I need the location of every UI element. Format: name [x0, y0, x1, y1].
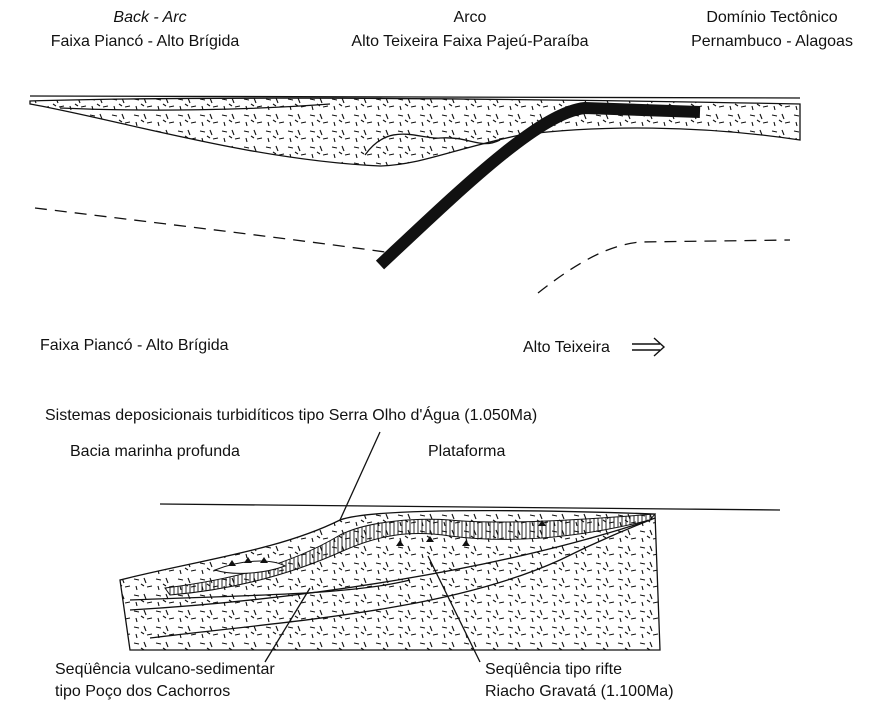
column-heading: Arco — [454, 9, 487, 26]
callout-label: Seqüência vulcano-sedimentar — [55, 661, 275, 678]
column-heading: Faixa Piancó - Alto Brígida — [51, 33, 240, 50]
column-heading: Alto Teixeira Faixa Pajeú-Paraíba — [351, 33, 588, 50]
region-label: Plataforma — [428, 443, 505, 460]
callout-label: Seqüência tipo rifte — [485, 661, 622, 678]
region-label: Alto Teixeira — [523, 339, 610, 356]
column-heading: Pernambuco - Alagoas — [691, 33, 853, 50]
region-label: Bacia marinha profunda — [70, 443, 240, 460]
lower-section — [120, 432, 780, 662]
geology-diagram: Back - Arc Faixa Piancó - Alto Brígida A… — [0, 0, 880, 705]
section-title: Sistemas deposicionais turbidíticos tipo… — [45, 405, 537, 424]
region-label: Faixa Piancó - Alto Brígida — [40, 337, 229, 354]
arrow-icon — [632, 338, 664, 356]
column-heading: Domínio Tectônico — [706, 9, 837, 26]
column-heading: Back - Arc — [113, 9, 186, 26]
callout-label: tipo Poço dos Cachorros — [55, 683, 230, 700]
upper-section — [30, 96, 800, 293]
callout-label: Riacho Gravatá (1.100Ma) — [485, 683, 674, 700]
